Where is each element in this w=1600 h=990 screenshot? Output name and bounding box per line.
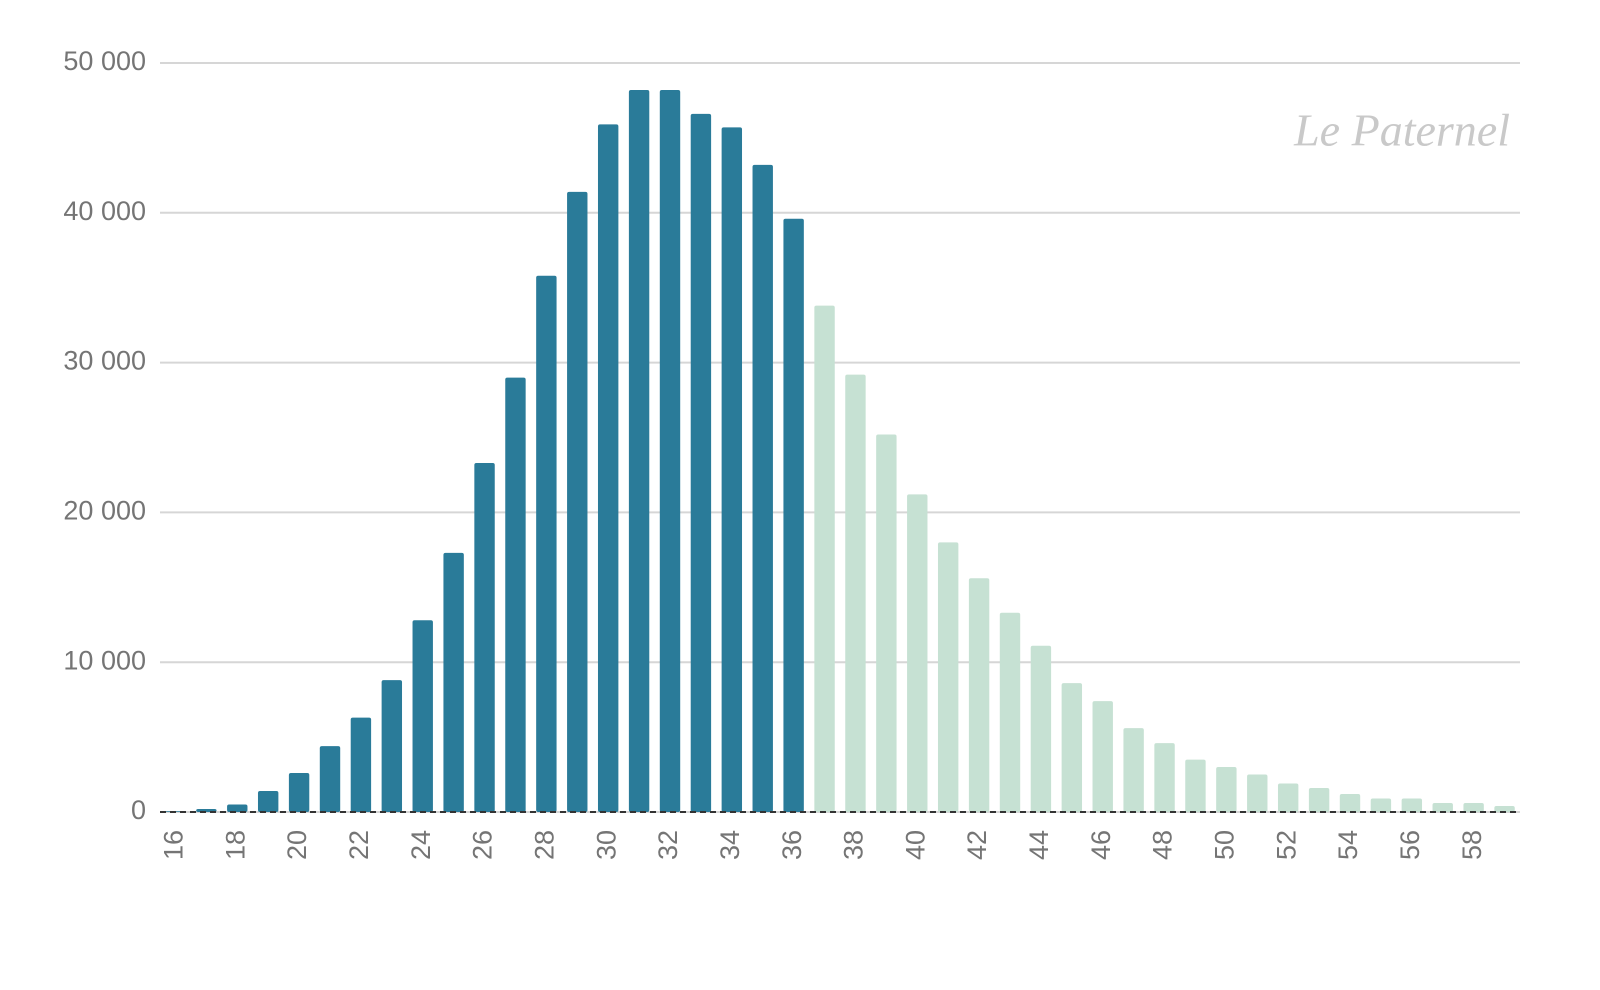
bar [968,578,990,812]
bar [1216,767,1237,812]
bar [1401,798,1423,812]
x-tick-label: 32 [653,830,683,860]
x-tick-label: 48 [1148,830,1178,860]
bar [1185,759,1206,812]
x-tick-label: 44 [1024,830,1054,860]
bar [597,124,619,813]
bar [381,680,403,812]
x-tick-label: 54 [1333,830,1363,860]
bar [474,462,495,812]
bar [1123,728,1144,812]
bar [1494,806,1515,812]
bar [319,746,341,812]
bar [999,612,1021,812]
bar [1277,783,1299,812]
y-tick-label: 20 000 [63,496,146,526]
x-tick-label: 38 [839,830,869,860]
watermark: Le Paternel [1293,105,1510,156]
bar [1092,701,1113,812]
y-tick-label: 40 000 [63,196,146,226]
bar [227,804,248,812]
bar [690,113,712,812]
bar [505,377,526,812]
bar [1308,788,1330,812]
bar [721,127,743,812]
y-tick-label: 30 000 [63,346,146,376]
x-tick-label: 20 [282,830,312,860]
bar [783,218,804,813]
x-tick-label: 36 [777,830,807,860]
x-tick-label: 34 [715,830,745,860]
bar [845,374,866,812]
x-tick-label: 52 [1271,830,1301,860]
bar [1247,774,1268,812]
bar [1030,645,1052,812]
x-tick-label: 50 [1209,830,1239,860]
bar [567,191,588,812]
bar [628,89,650,813]
bar [659,89,681,813]
bar [1463,803,1484,812]
x-tick-label: 58 [1457,830,1487,860]
bar [443,552,464,812]
x-tick-label: 22 [344,830,374,860]
x-tick-label: 56 [1395,830,1425,860]
bar [876,434,897,812]
bar [350,717,372,812]
y-tick-label: 0 [131,795,146,825]
x-tick-label: 42 [962,830,992,860]
x-tick-label: 28 [529,830,559,860]
x-tick-label: 18 [220,830,250,860]
bar [1370,798,1392,812]
bar [1432,803,1453,812]
bar [257,791,279,812]
bar [536,275,557,812]
bar [814,305,835,812]
x-tick-label: 16 [159,830,189,860]
bar [412,620,433,812]
bar [907,494,928,812]
bar [937,542,959,812]
bar [1061,683,1083,812]
x-tick-label: 46 [1086,830,1116,860]
bar [752,164,773,812]
y-tick-label: 50 000 [63,46,146,76]
x-tick-label: 26 [468,830,498,860]
x-tick-label: 40 [900,830,930,860]
bar [1339,794,1361,812]
bar [1154,743,1175,812]
bar [288,773,310,812]
y-tick-label: 10 000 [63,645,146,675]
x-tick-label: 24 [406,830,436,860]
x-tick-label: 30 [591,830,621,860]
